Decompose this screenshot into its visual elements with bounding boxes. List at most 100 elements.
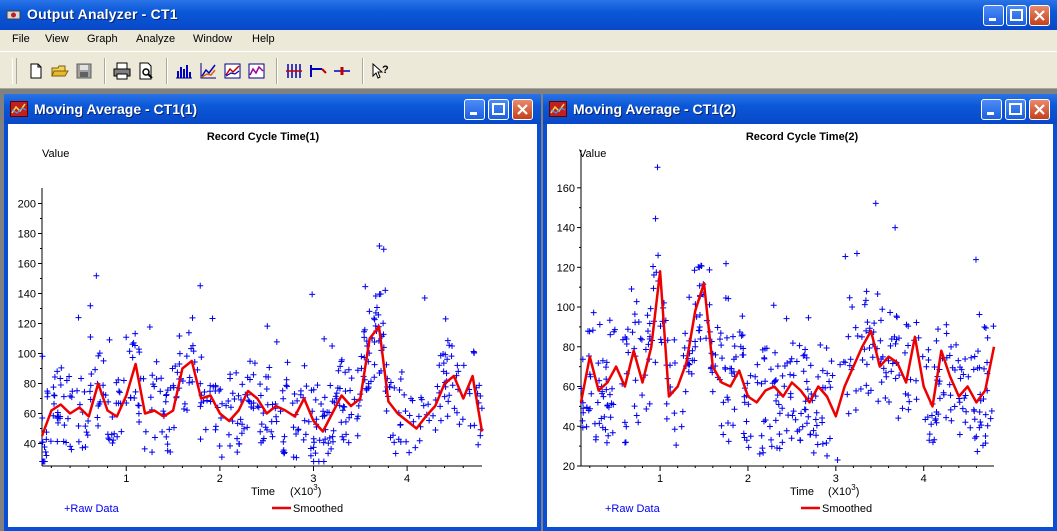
- raw-data-point: [120, 377, 127, 384]
- raw-data-point: [231, 396, 238, 403]
- save-button[interactable]: [74, 61, 94, 81]
- raw-data-point: [802, 346, 809, 353]
- help-pointer-button[interactable]: ?: [370, 61, 390, 81]
- raw-data-point: [348, 375, 355, 382]
- raw-data-point: [118, 428, 125, 435]
- print-button[interactable]: [112, 61, 132, 81]
- y-tick-label: 100: [557, 302, 575, 314]
- raw-data-point: [50, 384, 57, 391]
- raw-data-point: [297, 387, 304, 394]
- raw-data-point: [327, 382, 334, 389]
- raw-data-point: [946, 381, 953, 388]
- raw-data-point: [893, 313, 900, 320]
- child-close-button-2[interactable]: [1029, 99, 1050, 120]
- raw-data-point: [164, 447, 171, 454]
- raw-data-point: [799, 423, 806, 430]
- raw-data-point: [371, 361, 378, 368]
- raw-data-point: [345, 439, 352, 446]
- print-preview-button[interactable]: [136, 61, 156, 81]
- raw-data-point: [625, 349, 632, 356]
- raw-data-point: [901, 349, 908, 356]
- raw-data-point: [57, 382, 64, 389]
- child-minimize-button-2[interactable]: [981, 99, 1002, 120]
- raw-data-point: [774, 444, 781, 451]
- menu-view[interactable]: View: [45, 33, 69, 45]
- raw-data-point: [106, 336, 113, 343]
- raw-data-point: [445, 398, 452, 405]
- app-title-bar[interactable]: Output Analyzer - CT1: [0, 0, 1057, 30]
- raw-data-point: [913, 377, 920, 384]
- raw-data-point: [779, 405, 786, 412]
- child-minimize-button-1[interactable]: [464, 99, 485, 120]
- raw-data-point: [446, 342, 453, 349]
- interval-button[interactable]: [308, 61, 328, 81]
- minimize-icon: [989, 18, 996, 21]
- child-maximize-button-2[interactable]: [1005, 99, 1026, 120]
- raw-data-point: [940, 391, 947, 398]
- raw-data-point: [621, 419, 628, 426]
- raw-data-point: [792, 416, 799, 423]
- menu-graph[interactable]: Graph: [87, 33, 118, 45]
- minimize-button[interactable]: [983, 5, 1004, 26]
- child-title-bar-2[interactable]: Moving Average - CT1(2): [543, 94, 1057, 124]
- raw-data-point: [837, 361, 844, 368]
- menu-window[interactable]: Window: [193, 33, 233, 45]
- maximize-button[interactable]: [1006, 5, 1027, 26]
- raw-data-point: [725, 419, 732, 426]
- x-axis-unit-base: (X10: [828, 486, 851, 498]
- raw-data-point: [444, 356, 451, 363]
- raw-data-point: [984, 359, 991, 366]
- raw-data-point: [61, 422, 68, 429]
- close-button[interactable]: [1029, 5, 1050, 26]
- raw-data-point: [895, 415, 902, 422]
- bar-chart-button[interactable]: [284, 61, 304, 81]
- raw-data-point: [367, 378, 374, 385]
- app-title: Output Analyzer - CT1: [27, 6, 178, 22]
- toolbar-grip[interactable]: [12, 58, 17, 84]
- raw-data-point: [857, 385, 864, 392]
- raw-data-point: [819, 367, 826, 374]
- raw-data-point: [803, 354, 810, 361]
- child-maximize-button-1[interactable]: [488, 99, 509, 120]
- raw-data-point: [678, 423, 685, 430]
- line-plot-button[interactable]: [198, 61, 218, 81]
- raw-data-point: [273, 413, 280, 420]
- child-title-bar-1[interactable]: Moving Average - CT1(1): [4, 94, 541, 124]
- raw-data-point: [601, 413, 608, 420]
- raw-data-point: [163, 433, 170, 440]
- raw-data-point: [238, 430, 245, 437]
- raw-data-point: [339, 433, 346, 440]
- raw-data-point: [333, 390, 340, 397]
- raw-data-point: [60, 393, 67, 400]
- new-button[interactable]: [26, 61, 46, 81]
- point-estimate-button[interactable]: [332, 61, 352, 81]
- raw-data-point: [449, 382, 456, 389]
- moving-average-button[interactable]: [246, 61, 266, 81]
- raw-data-point: [762, 417, 769, 424]
- raw-data-point: [696, 324, 703, 331]
- raw-data-point: [218, 415, 225, 422]
- menu-file[interactable]: File: [12, 33, 30, 45]
- menu-analyze[interactable]: Analyze: [136, 33, 176, 45]
- raw-data-point: [376, 291, 383, 298]
- child-close-button-1[interactable]: [512, 99, 533, 120]
- raw-data-point: [234, 420, 241, 427]
- raw-data-point: [793, 358, 800, 365]
- raw-data-point: [210, 383, 217, 390]
- close-icon: [1034, 104, 1045, 115]
- area-plot-button[interactable]: [222, 61, 242, 81]
- raw-data-point: [738, 332, 745, 339]
- menu-help[interactable]: Help: [252, 33, 275, 45]
- raw-data-point: [974, 448, 981, 455]
- raw-data-point: [410, 418, 417, 425]
- raw-data-point: [136, 419, 143, 426]
- raw-data-point: [354, 415, 361, 422]
- raw-data-point: [714, 324, 721, 331]
- open-button[interactable]: [50, 61, 70, 81]
- raw-data-point: [740, 430, 747, 437]
- y-tick-label: 180: [18, 229, 36, 241]
- y-tick-label: 200: [18, 199, 36, 211]
- histogram-button[interactable]: [174, 61, 194, 81]
- raw-data-point: [246, 398, 253, 405]
- area-plot-icon: [224, 63, 241, 79]
